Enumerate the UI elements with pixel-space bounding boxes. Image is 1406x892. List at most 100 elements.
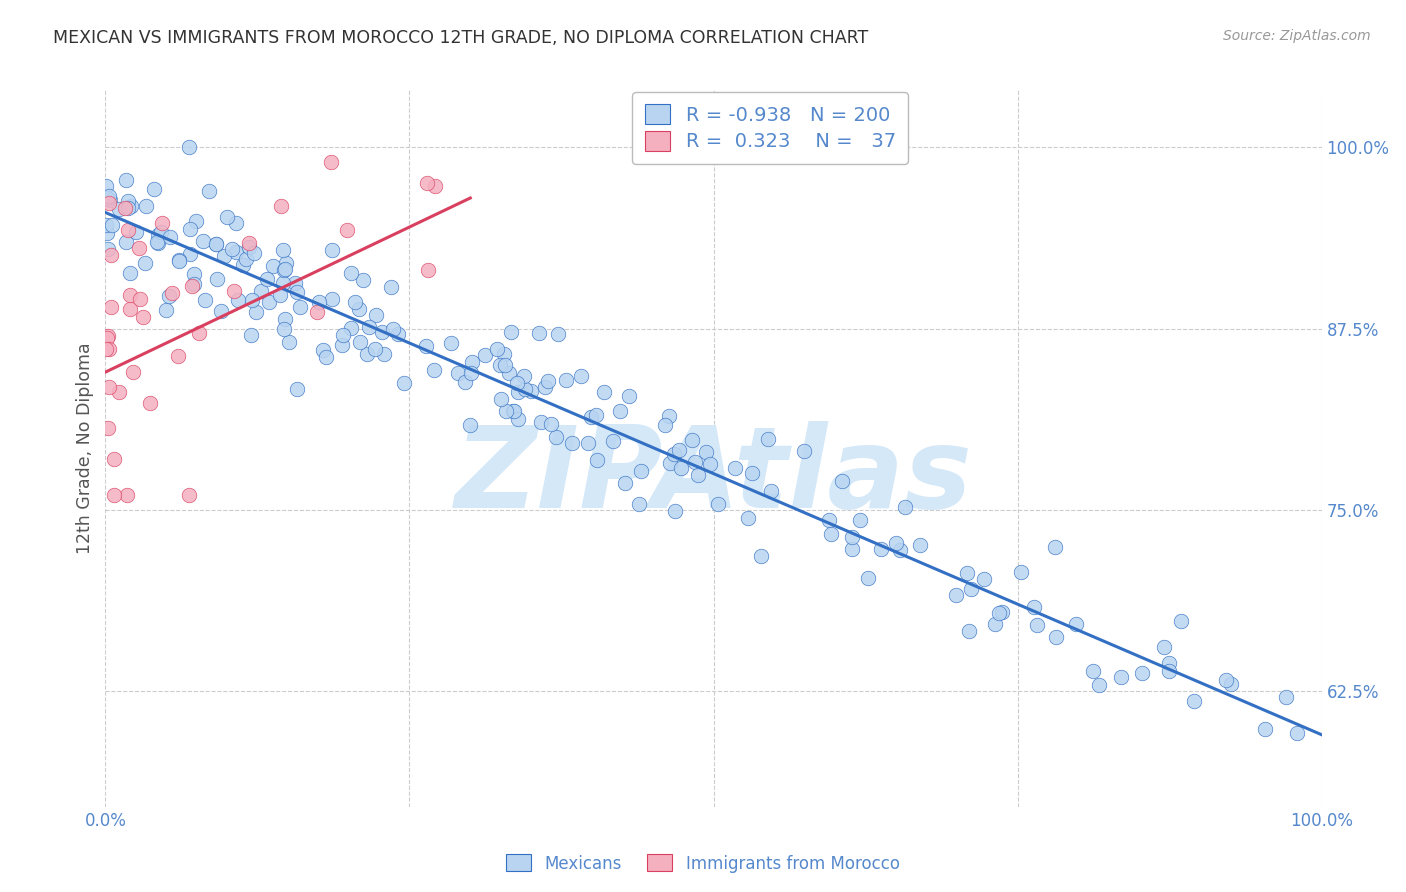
Point xyxy=(416,263,439,277)
Point xyxy=(849,513,872,527)
Point xyxy=(416,176,439,190)
Point xyxy=(664,504,686,518)
Point xyxy=(167,253,190,268)
Point xyxy=(238,235,260,250)
Point xyxy=(235,252,257,267)
Point xyxy=(100,248,122,262)
Point xyxy=(114,201,136,215)
Point xyxy=(741,466,763,480)
Point xyxy=(495,403,517,417)
Point xyxy=(226,293,249,308)
Point xyxy=(343,294,366,309)
Point xyxy=(231,258,253,272)
Point xyxy=(983,616,1005,631)
Point xyxy=(546,430,568,444)
Point xyxy=(188,326,211,340)
Point xyxy=(793,443,815,458)
Point xyxy=(121,365,143,379)
Point xyxy=(274,311,297,326)
Point xyxy=(305,304,328,318)
Point xyxy=(579,409,602,424)
Point xyxy=(380,280,402,294)
Point xyxy=(387,326,409,341)
Point xyxy=(908,538,931,552)
Point xyxy=(278,335,301,350)
Point xyxy=(98,342,121,356)
Point xyxy=(512,368,534,383)
Point xyxy=(118,266,141,280)
Point xyxy=(1130,665,1153,680)
Point xyxy=(242,293,264,307)
Point xyxy=(894,500,917,515)
Point xyxy=(179,246,201,260)
Point xyxy=(749,549,772,563)
Point xyxy=(658,409,681,423)
Point xyxy=(96,330,118,344)
Point xyxy=(1157,656,1180,670)
Point xyxy=(990,605,1012,619)
Point xyxy=(150,216,173,230)
Point xyxy=(1045,631,1067,645)
Point xyxy=(502,403,524,417)
Point xyxy=(498,366,520,380)
Point xyxy=(818,513,841,527)
Point xyxy=(820,526,842,541)
Point xyxy=(194,293,217,307)
Point xyxy=(330,338,353,352)
Point xyxy=(273,322,295,336)
Point xyxy=(356,347,378,361)
Point xyxy=(870,541,893,556)
Point xyxy=(654,417,676,432)
Point xyxy=(381,322,404,336)
Y-axis label: 12th Grade, No Diploma: 12th Grade, No Diploma xyxy=(76,343,94,554)
Point xyxy=(132,310,155,324)
Point xyxy=(259,295,281,310)
Point xyxy=(1088,678,1111,692)
Point xyxy=(159,229,181,244)
Point xyxy=(339,321,361,335)
Point xyxy=(181,278,204,293)
Point xyxy=(489,392,512,407)
Point xyxy=(117,488,139,502)
Point xyxy=(841,530,863,544)
Point xyxy=(96,191,118,205)
Point xyxy=(1275,690,1298,705)
Point xyxy=(364,342,387,356)
Point xyxy=(98,189,121,203)
Point xyxy=(540,417,562,431)
Point xyxy=(238,240,260,254)
Point xyxy=(658,456,681,470)
Point xyxy=(1083,664,1105,678)
Point xyxy=(107,202,129,217)
Point xyxy=(243,245,266,260)
Text: MEXICAN VS IMMIGRANTS FROM MOROCCO 12TH GRADE, NO DIPLOMA CORRELATION CHART: MEXICAN VS IMMIGRANTS FROM MOROCCO 12TH … xyxy=(53,29,869,46)
Point xyxy=(117,194,139,209)
Point xyxy=(392,376,415,391)
Point xyxy=(97,242,120,256)
Point xyxy=(103,451,125,466)
Point xyxy=(533,380,555,394)
Point xyxy=(576,435,599,450)
Point xyxy=(486,342,509,356)
Point xyxy=(225,216,247,230)
Point xyxy=(321,243,343,257)
Point xyxy=(256,272,278,286)
Point xyxy=(225,244,247,259)
Point xyxy=(97,420,120,434)
Point xyxy=(204,236,226,251)
Point xyxy=(98,193,121,207)
Point xyxy=(148,228,170,243)
Point xyxy=(221,242,243,256)
Point xyxy=(128,292,150,306)
Legend: Mexicans, Immigrants from Morocco: Mexicans, Immigrants from Morocco xyxy=(499,847,907,880)
Point xyxy=(101,218,124,232)
Text: Source: ZipAtlas.com: Source: ZipAtlas.com xyxy=(1223,29,1371,43)
Point xyxy=(1026,618,1049,632)
Point xyxy=(537,374,560,388)
Point xyxy=(458,417,481,432)
Point xyxy=(120,288,142,302)
Point xyxy=(97,329,120,343)
Point xyxy=(756,432,779,446)
Point xyxy=(250,284,273,298)
Point xyxy=(270,198,292,212)
